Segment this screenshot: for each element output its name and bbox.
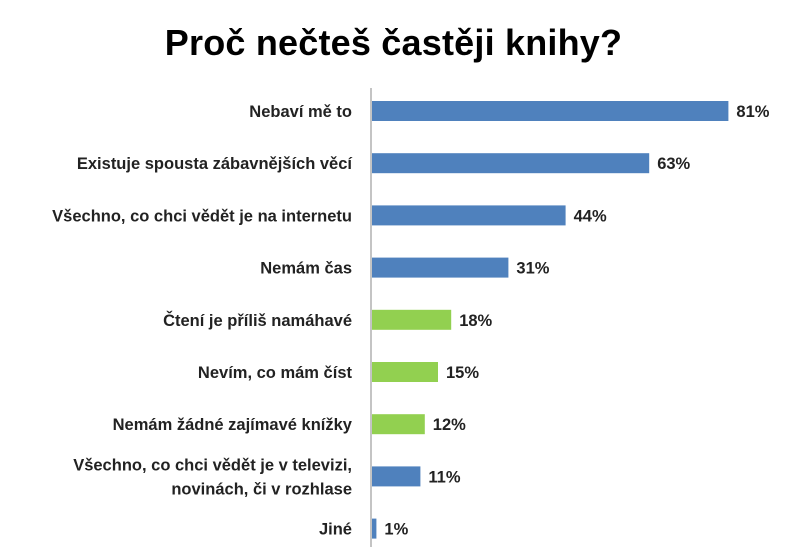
bar-9 [372,518,377,539]
value-label-1: 81% [736,103,769,121]
value-label-6: 15% [446,364,479,382]
chart-title: Proč nečteš častěji knihy? [164,22,623,63]
value-label-3: 44% [574,207,607,225]
value-label-5: 18% [459,312,492,330]
bar-5 [372,309,452,330]
value-label-8: 11% [428,468,460,486]
bar-4 [372,257,509,278]
category-label-1: Nebaví mě to [249,103,352,121]
value-label-2: 63% [657,155,690,173]
category-label-3: Všechno, co chci vědět je na internetu [52,207,352,225]
bar-1 [372,101,729,121]
bar-2 [372,153,650,174]
category-label-9: Jiné [319,521,352,539]
bar-3 [372,205,566,226]
category-label-6: Nevím, co mám číst [198,364,353,382]
bars-layer: 81% Nebaví mě to 63% Existuje spousta zábav… [52,101,770,539]
value-label-4: 31% [516,260,549,278]
category-label-5: Čtení je příliš namáhavé [163,311,352,330]
category-label-7: Nemám žádné zajímavé knížky [113,416,353,434]
bar-8 [372,466,421,487]
category-label-8: Všechno, co chci vědět je v televizi, nov… [73,456,352,498]
bar-6 [372,362,438,382]
bar-7 [372,414,425,435]
category-label-2: Existuje spousta zábavnějších věcí [77,155,354,173]
value-label-9: 1% [384,521,408,539]
value-label-7: 12% [433,416,466,434]
category-label-4: Nemám čas [260,260,352,278]
